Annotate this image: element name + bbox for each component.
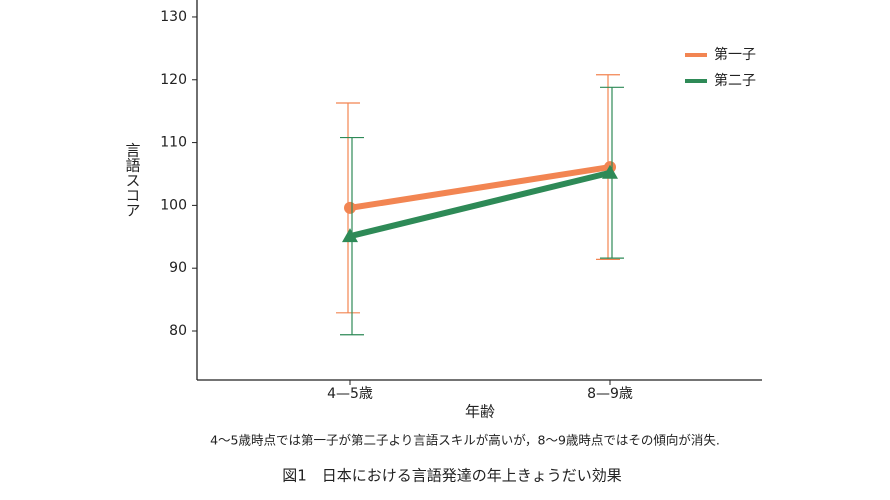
- y-tick-label: 110: [160, 135, 187, 151]
- series-line: [349, 164, 611, 211]
- legend-label: 第二子: [714, 72, 756, 89]
- x-tick-label: 4—5歳: [327, 386, 373, 402]
- y-tick-label: 90: [169, 260, 187, 276]
- marker: [342, 228, 358, 243]
- y-axis-label: 言語スコア: [124, 143, 142, 218]
- marker: [602, 164, 618, 179]
- note: 4〜5歳時点では第一子が第二子より言語スキルが高いが，8〜9歳時点ではその傾向が…: [210, 433, 720, 448]
- x-axis-label: 年齢: [465, 403, 495, 421]
- y-tick-label: 100: [160, 197, 187, 213]
- y-tick-label: 130: [160, 9, 187, 25]
- caption: 図1 日本における言語発達の年上きょうだい効果: [282, 467, 622, 485]
- series-line: [349, 169, 611, 240]
- legend-label: 第一子: [714, 46, 756, 63]
- x-tick-label: 8—9歳: [587, 386, 633, 402]
- y-tick-label: 80: [169, 323, 187, 339]
- marker: [344, 201, 356, 214]
- y-tick-label: 120: [160, 72, 187, 88]
